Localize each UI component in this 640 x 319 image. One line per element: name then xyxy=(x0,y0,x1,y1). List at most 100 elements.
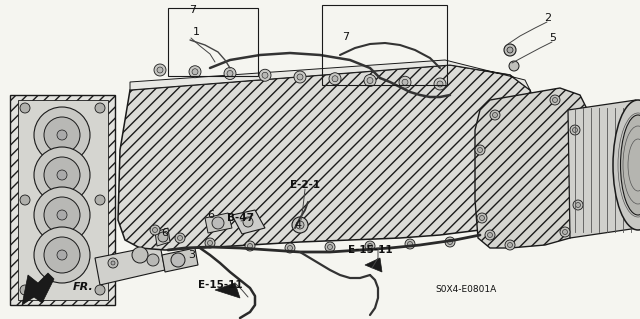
Circle shape xyxy=(20,195,30,205)
Ellipse shape xyxy=(613,100,640,230)
Text: S0X4-E0801A: S0X4-E0801A xyxy=(435,286,497,294)
Circle shape xyxy=(490,110,500,120)
Circle shape xyxy=(224,68,236,79)
Circle shape xyxy=(477,213,487,223)
Circle shape xyxy=(34,107,90,163)
Circle shape xyxy=(189,66,201,78)
Text: 4: 4 xyxy=(294,220,301,230)
Text: E-2-1: E-2-1 xyxy=(290,180,320,190)
Circle shape xyxy=(175,233,185,243)
Text: 6: 6 xyxy=(161,228,168,238)
Circle shape xyxy=(508,242,513,248)
Circle shape xyxy=(192,69,198,75)
Circle shape xyxy=(475,145,485,155)
Circle shape xyxy=(493,113,497,117)
Circle shape xyxy=(34,187,90,243)
Text: 7: 7 xyxy=(342,32,349,42)
Circle shape xyxy=(399,76,411,88)
Circle shape xyxy=(550,95,560,105)
Circle shape xyxy=(95,285,105,295)
Circle shape xyxy=(20,103,30,113)
Text: 6: 6 xyxy=(207,210,214,220)
Circle shape xyxy=(329,73,341,85)
Circle shape xyxy=(296,221,304,229)
Circle shape xyxy=(34,147,90,203)
Circle shape xyxy=(44,157,80,193)
Circle shape xyxy=(294,71,306,83)
Bar xyxy=(322,5,447,85)
Text: B-47: B-47 xyxy=(227,213,255,223)
Circle shape xyxy=(57,210,67,220)
Circle shape xyxy=(34,227,90,283)
Circle shape xyxy=(262,72,268,78)
Text: 5: 5 xyxy=(550,33,557,43)
Circle shape xyxy=(287,246,292,250)
Circle shape xyxy=(504,44,516,56)
Circle shape xyxy=(402,79,408,85)
Polygon shape xyxy=(162,248,198,272)
Circle shape xyxy=(297,74,303,80)
Circle shape xyxy=(212,217,224,229)
Circle shape xyxy=(20,285,30,295)
Circle shape xyxy=(405,239,415,249)
Circle shape xyxy=(434,78,446,90)
Circle shape xyxy=(227,70,233,77)
Polygon shape xyxy=(232,210,265,234)
Circle shape xyxy=(245,241,255,251)
Circle shape xyxy=(437,81,443,87)
Circle shape xyxy=(157,67,163,73)
Circle shape xyxy=(445,237,455,247)
Circle shape xyxy=(570,125,580,135)
Polygon shape xyxy=(475,88,592,248)
Circle shape xyxy=(560,227,570,237)
Circle shape xyxy=(44,237,80,273)
Text: FR.: FR. xyxy=(73,282,93,292)
Circle shape xyxy=(158,232,168,242)
Text: E-15-11: E-15-11 xyxy=(198,280,243,290)
Circle shape xyxy=(207,241,212,246)
Circle shape xyxy=(95,195,105,205)
Circle shape xyxy=(152,227,157,233)
Text: 1: 1 xyxy=(193,27,200,37)
Circle shape xyxy=(154,64,166,76)
Circle shape xyxy=(364,75,376,86)
Circle shape xyxy=(328,244,333,249)
Circle shape xyxy=(95,103,105,113)
Circle shape xyxy=(171,253,185,267)
Circle shape xyxy=(248,243,253,249)
Polygon shape xyxy=(118,65,540,250)
Circle shape xyxy=(365,241,375,251)
Circle shape xyxy=(563,229,568,234)
Circle shape xyxy=(408,241,413,247)
Text: E-15-11: E-15-11 xyxy=(348,245,392,255)
Polygon shape xyxy=(215,283,240,298)
Circle shape xyxy=(57,170,67,180)
Circle shape xyxy=(243,217,253,227)
Circle shape xyxy=(477,147,483,152)
Circle shape xyxy=(147,254,159,266)
Circle shape xyxy=(177,235,182,241)
Circle shape xyxy=(367,243,372,249)
Polygon shape xyxy=(95,245,165,285)
Circle shape xyxy=(509,61,519,71)
Circle shape xyxy=(573,200,583,210)
Circle shape xyxy=(575,203,580,207)
Polygon shape xyxy=(365,258,382,272)
Text: 3: 3 xyxy=(189,250,195,260)
Polygon shape xyxy=(22,273,54,305)
Bar xyxy=(168,8,258,76)
Circle shape xyxy=(332,76,338,82)
Circle shape xyxy=(325,242,335,252)
Ellipse shape xyxy=(621,115,640,215)
Polygon shape xyxy=(130,60,530,90)
Circle shape xyxy=(507,47,513,53)
Circle shape xyxy=(108,258,118,268)
Polygon shape xyxy=(155,228,170,246)
Polygon shape xyxy=(205,213,232,233)
Circle shape xyxy=(573,128,577,132)
Circle shape xyxy=(552,98,557,102)
Circle shape xyxy=(285,243,295,253)
Circle shape xyxy=(57,130,67,140)
Polygon shape xyxy=(568,100,640,238)
Circle shape xyxy=(447,240,452,244)
